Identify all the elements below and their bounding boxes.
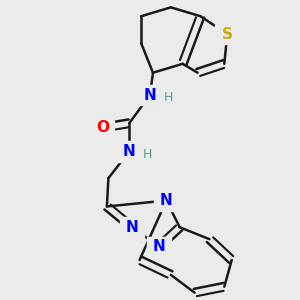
Text: N: N (152, 239, 165, 254)
Text: N: N (144, 88, 156, 103)
Text: H: H (164, 92, 173, 104)
Text: N: N (126, 220, 139, 235)
Text: S: S (222, 27, 233, 42)
Text: H: H (143, 148, 152, 161)
Bar (154, 190, 178, 211)
Bar (147, 237, 171, 256)
Bar (117, 142, 141, 161)
Bar (138, 85, 162, 105)
Text: N: N (160, 193, 173, 208)
Text: O: O (96, 120, 109, 135)
Bar (90, 118, 115, 138)
Text: N: N (123, 144, 136, 159)
Bar (215, 24, 239, 44)
Bar (120, 217, 144, 237)
